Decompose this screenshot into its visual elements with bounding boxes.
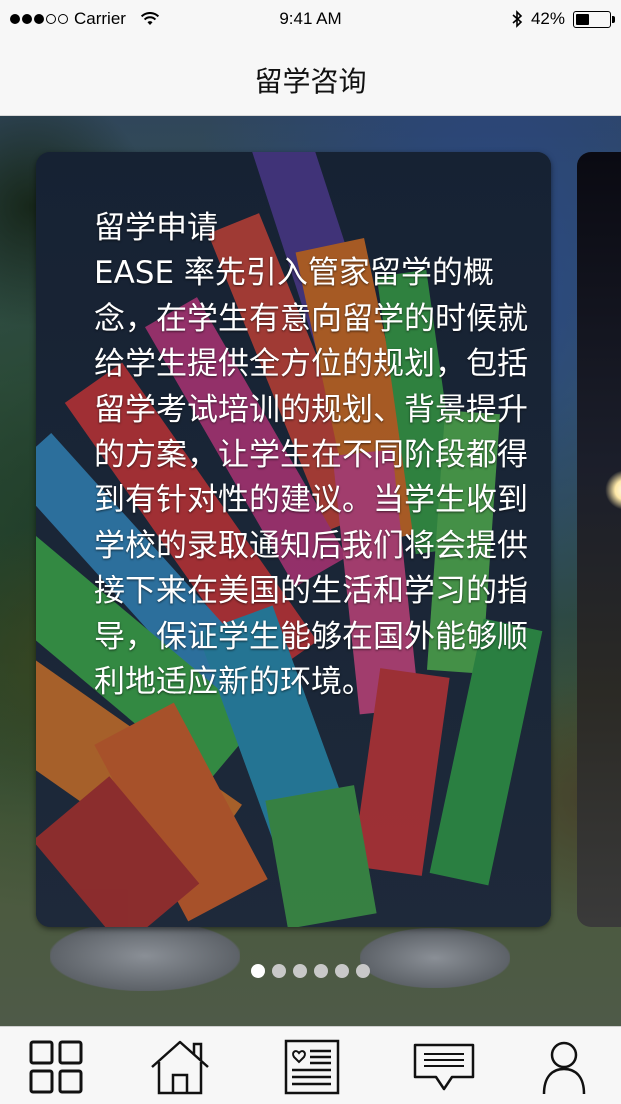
carousel-next-card[interactable]	[577, 152, 621, 927]
card-body: EASE 率先引入管家留学的概念，在学生有意向留学的时候就给学生提供全方位的规划…	[94, 255, 528, 701]
page-dot[interactable]	[335, 964, 349, 978]
tab-grid[interactable]	[24, 1039, 88, 1095]
page-dot[interactable]	[314, 964, 328, 978]
battery-percent: 42%	[530, 9, 565, 28]
carousel-card[interactable]: 留学申请 EASE 率先引入管家留学的概念，在学生有意向留学的时候就给学生提供全…	[36, 152, 551, 927]
page-indicator[interactable]	[0, 964, 621, 978]
tab-home[interactable]	[148, 1039, 212, 1095]
carousel-container[interactable]: 留学申请 EASE 率先引入管家留学的概念，在学生有意向留学的时候就给学生提供全…	[0, 116, 621, 1026]
grid-icon	[29, 1040, 83, 1094]
status-right: 42%	[511, 9, 615, 29]
battery-icon	[573, 10, 615, 28]
home-icon	[151, 1040, 209, 1095]
status-time: 9:41 AM	[279, 9, 342, 28]
card-background-image	[36, 152, 551, 927]
bluetooth-icon	[512, 10, 523, 28]
navigation-bar: 留学咨询	[0, 40, 621, 116]
page-dot[interactable]	[356, 964, 370, 978]
page-dot[interactable]	[272, 964, 286, 978]
news-icon	[284, 1039, 340, 1095]
tab-bar	[0, 1026, 621, 1104]
page-dot-active[interactable]	[251, 964, 265, 978]
page-dot[interactable]	[293, 964, 307, 978]
status-bar: Carrier 9:41 AM 42%	[0, 0, 621, 40]
signal-strength-icon	[10, 14, 68, 24]
card-title: 留学申请	[94, 210, 218, 246]
card-content: 留学申请 EASE 率先引入管家留学的概念，在学生有意向留学的时候就给学生提供全…	[94, 206, 534, 705]
street-lamp-image	[605, 470, 621, 510]
background-rock	[360, 928, 510, 988]
background-rock	[50, 921, 240, 991]
message-icon	[413, 1043, 475, 1091]
wifi-icon	[140, 12, 160, 25]
battery-fill	[576, 13, 590, 25]
tab-profile[interactable]	[532, 1039, 596, 1095]
tab-messages[interactable]	[412, 1039, 476, 1095]
carrier-label: Carrier	[74, 9, 126, 28]
tab-news[interactable]	[279, 1039, 343, 1095]
page-title: 留学咨询	[254, 65, 367, 98]
user-icon	[542, 1041, 586, 1095]
status-left: Carrier	[10, 9, 160, 29]
